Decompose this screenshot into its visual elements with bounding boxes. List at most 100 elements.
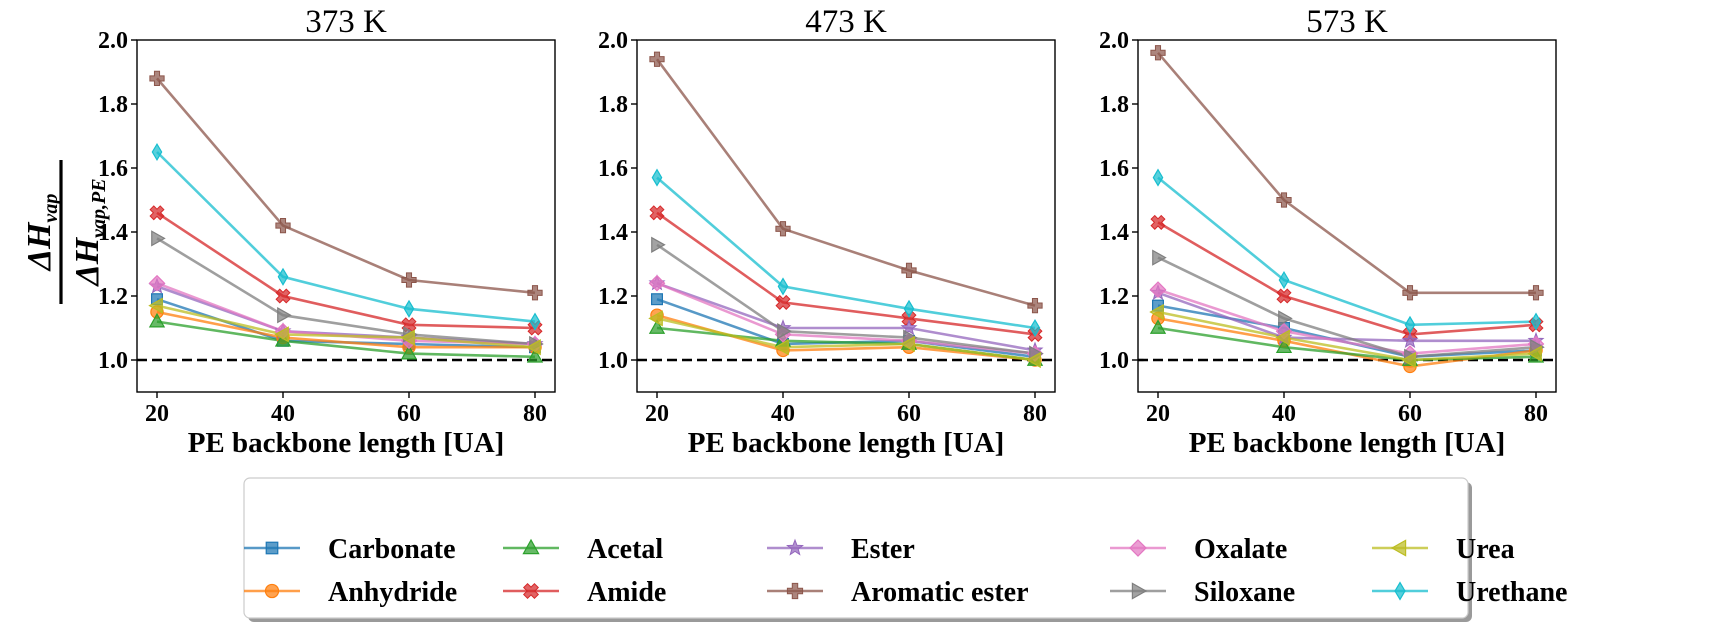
data-point	[275, 217, 291, 234]
x-tick-label: 40	[1272, 401, 1296, 427]
legend-label: Acetal	[587, 534, 663, 565]
data-point	[274, 326, 289, 343]
ylabel-denominator-main: ΔH	[69, 236, 106, 287]
legend-marker	[522, 538, 540, 555]
series-oxalate	[656, 281, 1036, 355]
panel-3: 573 K 1.0 1.2 1.4 1.6 1.8 2.0 20 40 60 80 PE backbo…	[1099, 4, 1557, 459]
data-point	[275, 288, 291, 304]
x-tick-label: 80	[1524, 401, 1548, 427]
data-point	[775, 221, 791, 237]
data-point	[526, 339, 541, 356]
markers-aromatic-ester	[649, 51, 1043, 314]
x-tick-label: 80	[1023, 401, 1047, 427]
data-point	[775, 294, 791, 310]
data-point	[648, 310, 663, 327]
legend: Carbonate Anhydride Acetal Amide Ester Aromat…	[243, 477, 1567, 622]
y-tick-label: 2.0	[1099, 28, 1129, 54]
data-point	[1276, 288, 1292, 304]
x-tick-label: 20	[645, 401, 669, 427]
markers-amide	[649, 205, 1043, 342]
series-line	[1157, 176, 1537, 327]
data-point	[1149, 281, 1167, 298]
panel-2: 473 K 1.0 1.2 1.4 1.6 1.8 2.0 20 40 60 80 PE backbo…	[598, 4, 1056, 459]
series-line	[656, 281, 1036, 355]
legend-entry-amide: Amide	[503, 577, 666, 608]
legend-entry-acetal: Acetal	[503, 534, 663, 565]
data-point	[1150, 45, 1166, 61]
series-line	[156, 77, 536, 295]
data-point	[777, 277, 789, 296]
series-ester	[156, 285, 536, 346]
data-point	[401, 272, 417, 288]
legend-entry-carbonate: Carbonate	[244, 534, 456, 565]
panel-1: 373 K 1.0 1.2 1.4 1.6 1.8 2.0 20 40 60 80 PE backbo…	[98, 4, 556, 459]
y-tick-label: 1.2	[1099, 284, 1129, 310]
data-point	[527, 285, 543, 301]
y-tick-label: 1.8	[1099, 92, 1129, 118]
series-aromatic-ester	[1157, 51, 1536, 295]
series-line	[156, 211, 536, 330]
ylabel-numerator: ΔHvap	[21, 194, 62, 273]
panel-title: 473 K	[805, 4, 887, 40]
series-line	[656, 211, 1036, 336]
series-line	[1157, 288, 1537, 355]
data-point	[1026, 351, 1041, 369]
markers-siloxane	[651, 236, 1044, 362]
data-point	[651, 236, 666, 253]
y-tick-label: 1.2	[598, 284, 628, 310]
y-tick-label: 1.0	[98, 348, 128, 374]
legend-label: Siloxane	[1194, 577, 1295, 608]
legend-marker	[1131, 582, 1148, 600]
data-point	[1275, 329, 1290, 346]
y-tick-label: 2.0	[98, 28, 128, 54]
ylabel-numerator-main: ΔH	[21, 221, 58, 272]
legend-entry-siloxane: Siloxane	[1110, 577, 1295, 608]
data-point	[526, 348, 544, 363]
series-anhydride	[156, 310, 535, 349]
x-axis-title: PE backbone length [UA]	[1189, 427, 1506, 459]
y-tick-label: 1.4	[98, 220, 128, 246]
axes-frame	[136, 39, 556, 393]
data-point	[900, 319, 918, 336]
legend-marker	[1394, 581, 1406, 601]
legend-entry-urea: Urea	[1372, 534, 1515, 565]
series-urethane	[1157, 176, 1537, 327]
data-point	[277, 307, 292, 324]
data-point	[1027, 297, 1043, 314]
markers-aromatic-ester	[1150, 45, 1544, 301]
series-line	[1157, 256, 1537, 359]
legend-entry-ester: Ester	[767, 534, 915, 565]
y-tick-label: 1.8	[98, 92, 128, 118]
axes-frame	[1137, 39, 1557, 393]
y-tick-label: 1.0	[598, 348, 628, 374]
markers-urethane	[1152, 168, 1542, 334]
ylabel-denominator: ΔHvap,PE	[69, 178, 110, 287]
series-urea	[656, 317, 1036, 362]
y-tick-label: 1.6	[598, 156, 628, 182]
x-tick-label: 60	[397, 401, 421, 427]
x-axis-title: PE backbone length [UA]	[688, 427, 1005, 459]
y-tick-label: 2.0	[598, 28, 628, 54]
markers-aromatic-ester	[149, 70, 543, 301]
data-point	[648, 274, 666, 292]
x-tick-label: 80	[523, 401, 547, 427]
data-point	[148, 274, 166, 292]
series-siloxane	[656, 243, 1036, 355]
data-point	[149, 205, 165, 221]
data-point	[1278, 310, 1293, 327]
legend-entry-aromatic-ester: Aromatic ester	[767, 577, 1029, 608]
series-acetal	[156, 320, 536, 359]
legend-label: Anhydride	[328, 577, 457, 608]
markers-urea	[148, 297, 541, 356]
data-point	[529, 312, 541, 331]
series-line	[156, 304, 536, 349]
x-tick-label: 60	[897, 401, 921, 427]
series-amide	[656, 211, 1036, 336]
x-axis-title: PE backbone length [UA]	[188, 427, 505, 459]
series-line	[1157, 310, 1537, 362]
panel-title: 573 K	[1306, 4, 1388, 40]
data-point	[1527, 345, 1542, 362]
data-point	[151, 142, 163, 162]
series-urethane	[656, 176, 1036, 330]
